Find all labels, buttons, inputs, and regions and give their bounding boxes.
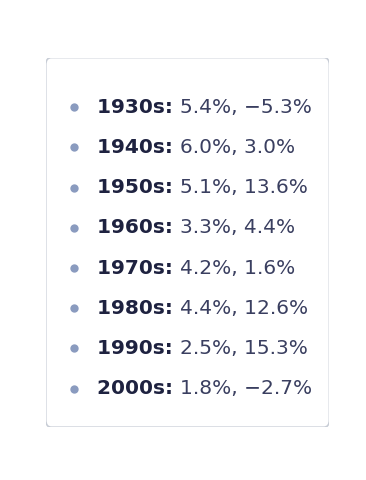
Text: 1930s:: 1930s: (97, 98, 180, 117)
Text: 1940s:: 1940s: (97, 138, 180, 157)
Text: 4.2%, 1.6%: 4.2%, 1.6% (180, 259, 295, 277)
Text: 2000s:: 2000s: (97, 379, 180, 398)
Text: 4.4%, 12.6%: 4.4%, 12.6% (180, 299, 308, 318)
Text: 1950s:: 1950s: (97, 178, 180, 197)
Text: 5.4%, −5.3%: 5.4%, −5.3% (180, 98, 311, 117)
Text: 1990s:: 1990s: (97, 339, 180, 358)
Text: 6.0%, 3.0%: 6.0%, 3.0% (180, 138, 295, 157)
Text: 1960s:: 1960s: (97, 218, 180, 237)
Text: 2.5%, 15.3%: 2.5%, 15.3% (180, 339, 307, 358)
Text: 1970s:: 1970s: (97, 259, 180, 277)
Text: 5.1%, 13.6%: 5.1%, 13.6% (180, 178, 307, 197)
Text: 3.3%, 4.4%: 3.3%, 4.4% (180, 218, 295, 237)
Text: 1980s:: 1980s: (97, 299, 180, 318)
Text: 1.8%, −2.7%: 1.8%, −2.7% (180, 379, 312, 398)
FancyBboxPatch shape (46, 58, 329, 427)
